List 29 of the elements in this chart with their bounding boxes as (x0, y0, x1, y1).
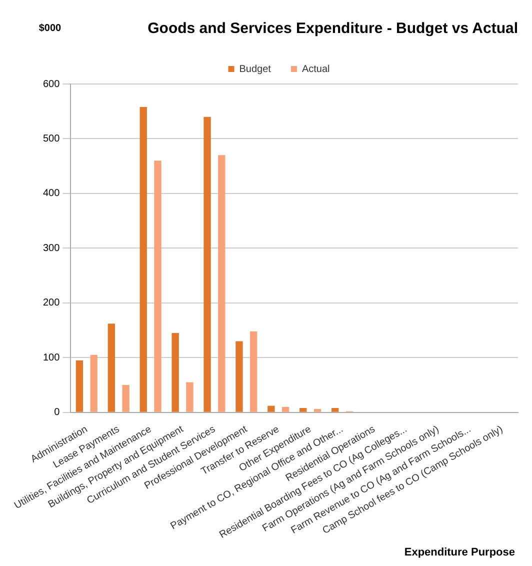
y-tick-label: 600 (42, 78, 60, 90)
bar (140, 106, 147, 412)
bar (282, 406, 290, 412)
bar (218, 155, 226, 412)
bar (314, 409, 322, 412)
y-tick-label: 500 (42, 133, 60, 144)
bar (122, 384, 130, 412)
bar (172, 332, 179, 412)
y-tick-label: 100 (42, 352, 60, 364)
bar (186, 382, 194, 412)
y-tick-label: 0 (54, 407, 60, 418)
y-tick-label: 200 (42, 298, 60, 309)
bar (236, 341, 243, 412)
bar (154, 160, 162, 412)
bar (204, 116, 211, 412)
bar (76, 360, 84, 412)
bar (300, 408, 307, 412)
legend-label: Actual (302, 64, 330, 75)
bar (250, 331, 258, 412)
legend-label: Budget (239, 64, 272, 75)
bar (268, 406, 275, 412)
y-tick-label: 400 (42, 188, 60, 200)
y-axis-title: $000 (38, 22, 62, 34)
y-tick-label: 300 (42, 242, 60, 254)
bar (331, 408, 339, 412)
chart-title: Goods and Services Expenditure - Budget vs Actual (148, 20, 518, 38)
bar (90, 354, 98, 412)
x-axis-title: Expenditure Purpose (404, 546, 515, 559)
bar (108, 324, 116, 412)
